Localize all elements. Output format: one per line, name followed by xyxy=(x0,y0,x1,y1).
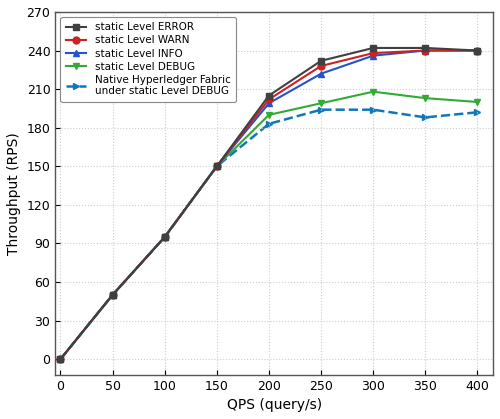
Native Hyperledger Fabric
under static Level DEBUG xyxy=(266,122,272,127)
static Level ERROR xyxy=(422,45,428,50)
static Level WARN xyxy=(370,51,376,56)
Legend: static Level ERROR, static Level WARN, static Level INFO, static Level DEBUG, Na: static Level ERROR, static Level WARN, s… xyxy=(60,17,236,102)
static Level ERROR xyxy=(266,93,272,98)
Native Hyperledger Fabric
under static Level DEBUG xyxy=(214,164,220,169)
static Level WARN xyxy=(214,164,220,169)
Line: static Level ERROR: static Level ERROR xyxy=(57,44,481,363)
static Level WARN xyxy=(162,235,168,240)
Native Hyperledger Fabric
under static Level DEBUG xyxy=(110,292,116,297)
static Level INFO xyxy=(318,71,324,76)
static Level WARN xyxy=(318,63,324,68)
static Level INFO xyxy=(422,48,428,53)
static Level ERROR xyxy=(110,292,116,297)
static Level DEBUG xyxy=(370,89,376,94)
static Level ERROR xyxy=(370,45,376,50)
static Level INFO xyxy=(474,48,480,53)
static Level DEBUG xyxy=(110,292,116,297)
static Level WARN xyxy=(422,48,428,53)
static Level DEBUG xyxy=(422,96,428,101)
static Level ERROR xyxy=(318,58,324,63)
static Level DEBUG xyxy=(474,99,480,104)
static Level ERROR xyxy=(474,48,480,53)
Line: Native Hyperledger Fabric
under static Level DEBUG: Native Hyperledger Fabric under static L… xyxy=(57,106,481,363)
Native Hyperledger Fabric
under static Level DEBUG xyxy=(162,235,168,240)
Line: static Level INFO: static Level INFO xyxy=(57,47,481,363)
static Level INFO xyxy=(266,101,272,106)
X-axis label: QPS (query/s): QPS (query/s) xyxy=(226,398,322,412)
static Level INFO xyxy=(58,357,64,362)
static Level DEBUG xyxy=(162,235,168,240)
static Level INFO xyxy=(110,292,116,297)
static Level INFO xyxy=(370,53,376,58)
Native Hyperledger Fabric
under static Level DEBUG xyxy=(422,115,428,120)
Line: static Level DEBUG: static Level DEBUG xyxy=(57,88,481,363)
static Level DEBUG xyxy=(318,101,324,106)
Line: static Level WARN: static Level WARN xyxy=(57,47,481,363)
static Level ERROR xyxy=(162,235,168,240)
Native Hyperledger Fabric
under static Level DEBUG xyxy=(58,357,64,362)
static Level DEBUG xyxy=(214,164,220,169)
Native Hyperledger Fabric
under static Level DEBUG xyxy=(370,107,376,112)
static Level INFO xyxy=(162,235,168,240)
Native Hyperledger Fabric
under static Level DEBUG xyxy=(474,110,480,115)
static Level DEBUG xyxy=(266,112,272,117)
static Level WARN xyxy=(110,292,116,297)
static Level DEBUG xyxy=(58,357,64,362)
static Level WARN xyxy=(474,48,480,53)
Y-axis label: Throughput (RPS): Throughput (RPS) xyxy=(7,132,21,255)
Native Hyperledger Fabric
under static Level DEBUG xyxy=(318,107,324,112)
static Level INFO xyxy=(214,164,220,169)
static Level WARN xyxy=(266,97,272,102)
static Level ERROR xyxy=(58,357,64,362)
static Level ERROR xyxy=(214,164,220,169)
static Level WARN xyxy=(58,357,64,362)
